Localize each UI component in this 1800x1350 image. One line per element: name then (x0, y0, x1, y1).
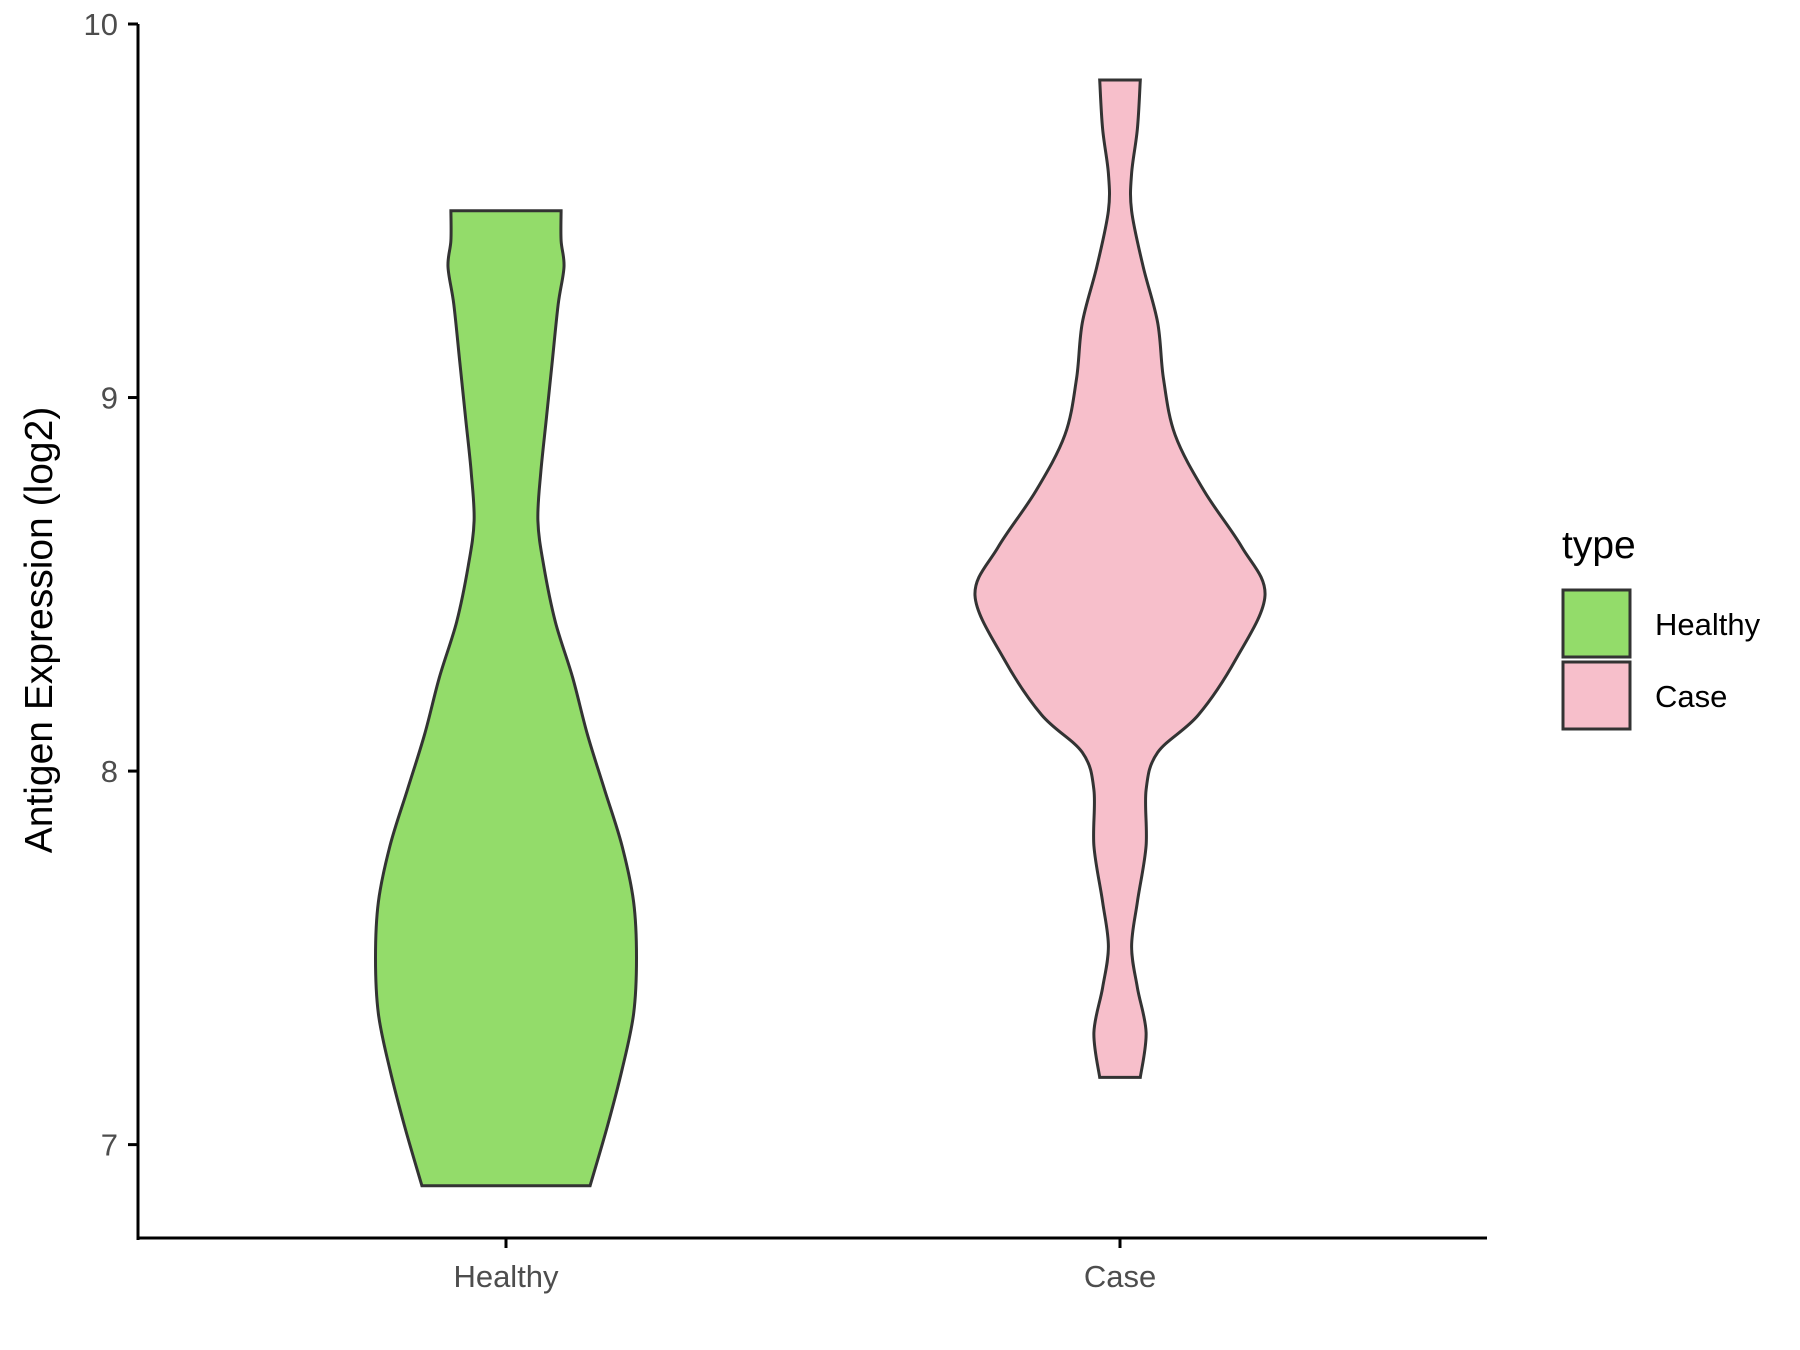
violins-layer (373, 78, 1267, 1188)
legend-items: Healthy Case (1561, 588, 1761, 731)
legend-label: Healthy (1655, 607, 1761, 642)
violin-case (973, 78, 1267, 1079)
y-ticks: 7 8 9 10 (84, 7, 138, 1163)
violin-healthy (373, 209, 639, 1188)
legend-title: type (1562, 524, 1636, 567)
x-tick-label: Case (1084, 1259, 1156, 1294)
legend: type Healthy Case (1561, 524, 1761, 731)
x-axis: Healthy Case (137, 1236, 1487, 1294)
legend-swatch (1561, 660, 1632, 731)
y-tick-label: 7 (101, 1128, 118, 1163)
y-axis-title: Antigen Expression (log2) (18, 407, 61, 854)
x-tick-label: Healthy (453, 1259, 559, 1294)
y-tick-label: 9 (101, 381, 118, 416)
legend-swatch (1561, 588, 1632, 659)
y-axis: 7 8 9 10 (84, 7, 140, 1240)
y-tick-label: 8 (101, 754, 118, 789)
legend-label: Case (1655, 679, 1727, 714)
y-tick-label: 10 (84, 7, 118, 42)
x-ticks: Healthy Case (453, 1238, 1156, 1294)
